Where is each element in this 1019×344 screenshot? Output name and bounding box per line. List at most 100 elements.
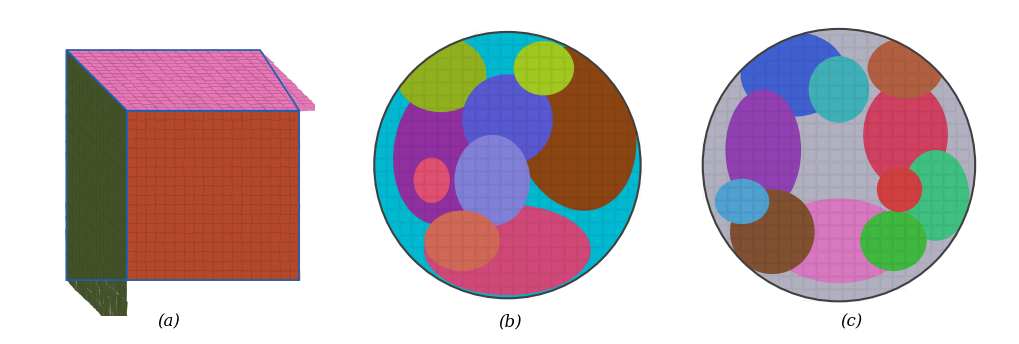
Polygon shape xyxy=(174,196,184,204)
Bar xyxy=(879,86,892,98)
Bar xyxy=(488,197,500,209)
Polygon shape xyxy=(97,286,100,300)
Polygon shape xyxy=(119,180,123,197)
Polygon shape xyxy=(207,50,221,54)
Bar xyxy=(842,290,854,301)
Polygon shape xyxy=(155,214,165,224)
Polygon shape xyxy=(146,97,160,101)
Polygon shape xyxy=(222,129,232,139)
Bar xyxy=(463,71,475,82)
Polygon shape xyxy=(106,116,110,132)
Polygon shape xyxy=(289,110,300,120)
Polygon shape xyxy=(242,158,252,168)
Bar xyxy=(551,121,564,133)
Polygon shape xyxy=(174,158,184,167)
Polygon shape xyxy=(213,205,223,215)
Bar xyxy=(829,112,841,123)
Polygon shape xyxy=(163,94,178,97)
Bar xyxy=(829,162,841,174)
Polygon shape xyxy=(69,258,73,274)
Polygon shape xyxy=(183,242,194,252)
Polygon shape xyxy=(116,254,120,270)
Polygon shape xyxy=(83,66,97,71)
Polygon shape xyxy=(237,60,252,64)
Polygon shape xyxy=(117,318,120,334)
Bar xyxy=(779,112,790,123)
Polygon shape xyxy=(242,148,252,158)
Bar xyxy=(412,147,424,159)
Bar xyxy=(740,175,752,187)
Polygon shape xyxy=(110,158,113,174)
Bar xyxy=(425,121,436,133)
Bar xyxy=(450,172,462,184)
Bar xyxy=(930,99,943,111)
Polygon shape xyxy=(105,66,118,70)
Bar xyxy=(765,251,777,263)
Polygon shape xyxy=(118,80,132,84)
Bar xyxy=(577,172,589,184)
Polygon shape xyxy=(122,74,137,77)
Polygon shape xyxy=(146,139,156,148)
Bar xyxy=(450,223,462,235)
Polygon shape xyxy=(75,201,79,217)
Bar xyxy=(791,74,803,85)
Polygon shape xyxy=(233,77,248,80)
Polygon shape xyxy=(285,108,300,111)
Bar xyxy=(526,32,538,44)
Polygon shape xyxy=(117,151,120,168)
Polygon shape xyxy=(124,210,126,226)
Bar xyxy=(476,172,487,184)
Bar xyxy=(779,188,790,200)
Polygon shape xyxy=(96,132,101,148)
Polygon shape xyxy=(119,50,135,53)
Ellipse shape xyxy=(740,32,846,117)
Bar xyxy=(956,201,968,212)
Bar xyxy=(702,150,713,161)
Polygon shape xyxy=(93,268,97,285)
Polygon shape xyxy=(167,107,180,111)
Polygon shape xyxy=(222,110,232,120)
Polygon shape xyxy=(213,120,223,130)
Polygon shape xyxy=(174,205,184,215)
Polygon shape xyxy=(200,87,214,91)
Polygon shape xyxy=(86,121,91,138)
Polygon shape xyxy=(242,204,251,215)
Bar xyxy=(714,150,727,161)
Polygon shape xyxy=(99,109,103,125)
Polygon shape xyxy=(174,130,184,139)
Bar xyxy=(450,71,462,82)
Bar xyxy=(779,251,790,263)
Polygon shape xyxy=(203,148,213,158)
Polygon shape xyxy=(110,196,113,212)
Bar xyxy=(399,109,411,120)
Polygon shape xyxy=(88,50,102,54)
Polygon shape xyxy=(174,50,187,54)
Polygon shape xyxy=(116,190,120,207)
Polygon shape xyxy=(194,261,204,271)
Polygon shape xyxy=(141,70,154,74)
Polygon shape xyxy=(191,56,206,60)
Polygon shape xyxy=(236,70,251,74)
Polygon shape xyxy=(182,90,196,93)
Polygon shape xyxy=(203,167,213,176)
Polygon shape xyxy=(131,104,146,107)
Polygon shape xyxy=(276,77,289,80)
Bar xyxy=(488,261,500,273)
Polygon shape xyxy=(253,97,268,100)
Bar xyxy=(602,236,614,247)
Bar xyxy=(526,109,538,120)
Bar xyxy=(463,248,475,260)
Bar xyxy=(577,109,589,120)
Polygon shape xyxy=(269,71,283,74)
Polygon shape xyxy=(147,66,162,71)
Polygon shape xyxy=(204,233,213,243)
Polygon shape xyxy=(290,186,299,195)
Polygon shape xyxy=(103,240,107,256)
Polygon shape xyxy=(103,112,107,128)
Polygon shape xyxy=(185,83,201,87)
Polygon shape xyxy=(110,209,113,224)
Polygon shape xyxy=(79,268,84,284)
Polygon shape xyxy=(225,80,239,84)
Polygon shape xyxy=(120,232,123,248)
Polygon shape xyxy=(260,104,274,107)
